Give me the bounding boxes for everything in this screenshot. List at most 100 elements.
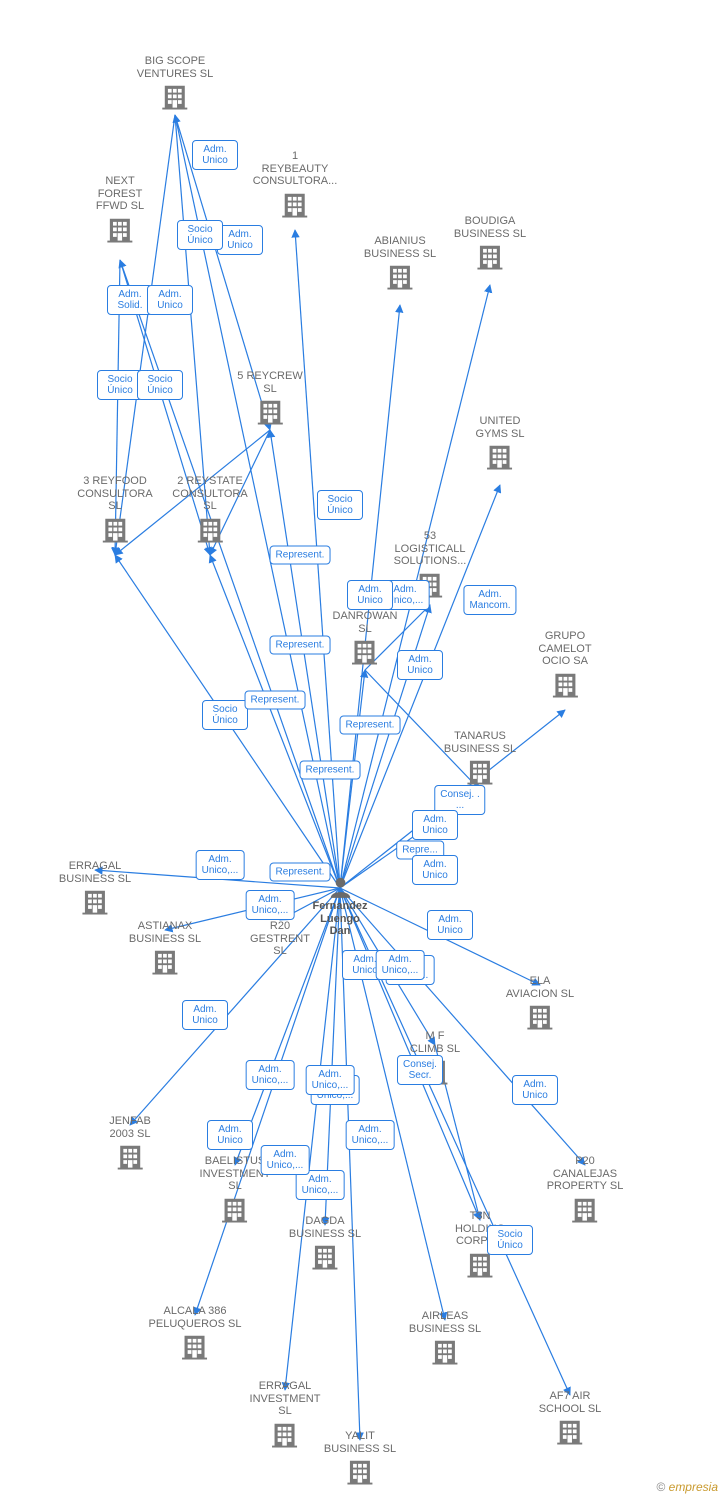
company-node[interactable]: ERRAGALINVESTMENTSL: [250, 1380, 321, 1450]
building-icon: [324, 1457, 396, 1487]
company-label: NEXTFORESTFFWD SL: [96, 175, 144, 213]
company-label: ERRAGALBUSINESS SL: [59, 860, 131, 885]
company-label: ERRAGALINVESTMENTSL: [250, 1380, 321, 1418]
company-label: DAGDABUSINESS SL: [289, 1215, 361, 1240]
company-node[interactable]: 3 REYFOODCONSULTORASL: [77, 475, 152, 545]
company-label: UNITEDGYMS SL: [476, 415, 525, 440]
edge-label: Socio Único: [137, 370, 183, 400]
company-label: 5 REYCREWSL: [237, 370, 302, 395]
company-label: 53LOGISTICALLSOLUTIONS...: [394, 530, 467, 568]
edge-label: Socio Único: [487, 1225, 533, 1255]
building-icon: [96, 215, 144, 245]
company-node[interactable]: GRUPOCAMELOTOCIO SA: [538, 630, 591, 700]
edge-label: Adm. Unico: [412, 855, 458, 885]
edge-label: Adm. Unico,...: [196, 850, 245, 880]
company-label: BOUDIGABUSINESS SL: [454, 215, 526, 240]
edge-label: Adm. Unico,...: [246, 890, 295, 920]
company-label: JENFAB2003 SL: [109, 1115, 151, 1140]
edge-label: Adm. Unico: [512, 1075, 558, 1105]
building-icon: [237, 397, 302, 427]
building-icon: [109, 1142, 151, 1172]
company-node[interactable]: ELAAVIACION SL: [506, 975, 574, 1032]
company-label: ELAAVIACION SL: [506, 975, 574, 1000]
company-node[interactable]: TANARUSBUSINESS SL: [444, 730, 516, 787]
company-node[interactable]: DAGDABUSINESS SL: [289, 1215, 361, 1272]
company-node[interactable]: AF7 AIRSCHOOL SL: [539, 1390, 602, 1447]
edge-label: Adm. Unico: [182, 1000, 228, 1030]
building-icon: [333, 637, 398, 667]
company-node[interactable]: ALCALA 386PELUQUEROS SL: [149, 1305, 242, 1362]
company-label: AIRLEASBUSINESS SL: [409, 1310, 481, 1335]
edge-label: Adm. Unico,...: [306, 1065, 355, 1095]
company-node[interactable]: 5 REYCREWSL: [237, 370, 302, 427]
edge-label: Adm. Unico: [147, 285, 193, 315]
edge-label: Adm. Unico: [217, 225, 263, 255]
edge-label: Represent.: [340, 716, 401, 735]
edge-label: Adm. Unico,...: [376, 950, 425, 980]
edge-label: Adm. Unico: [412, 810, 458, 840]
building-icon: [364, 262, 436, 292]
company-node[interactable]: BOUDIGABUSINESS SL: [454, 215, 526, 272]
company-label: 2 REYSTATECONSULTORASL: [172, 475, 247, 513]
company-label: ALCALA 386PELUQUEROS SL: [149, 1305, 242, 1330]
building-icon: [200, 1195, 271, 1225]
company-node[interactable]: UNITEDGYMS SL: [476, 415, 525, 472]
company-label: TANARUSBUSINESS SL: [444, 730, 516, 755]
edge-label: Represent.: [270, 636, 331, 655]
edge-label: Adm. Mancom.: [463, 585, 516, 615]
company-node[interactable]: P20CANALEJASPROPERTY SL: [547, 1155, 624, 1225]
company-node[interactable]: ASTIANAXBUSINESS SL: [129, 920, 201, 977]
company-node[interactable]: YALITBUSINESS SL: [324, 1430, 396, 1487]
company-node[interactable]: DANROWANSL: [333, 610, 398, 667]
edge-label: Socio Único: [317, 490, 363, 520]
edge-label: Adm. Unico: [207, 1120, 253, 1150]
edge-label: Represent.: [270, 863, 331, 882]
edge-label: Adm. Unico,...: [346, 1120, 395, 1150]
building-icon: [476, 442, 525, 472]
edge-label: Adm. Unico,...: [261, 1145, 310, 1175]
building-icon: [250, 1420, 321, 1450]
company-node[interactable]: ERRAGALBUSINESS SL: [59, 860, 131, 917]
central-label: FernandezLuengoDan: [312, 900, 367, 938]
company-node[interactable]: 1REYBEAUTYCONSULTORA...: [253, 150, 338, 220]
company-node[interactable]: JENFAB2003 SL: [109, 1115, 151, 1172]
building-icon: [137, 82, 213, 112]
edge-label: Consej. Secr.: [397, 1055, 443, 1085]
company-node[interactable]: R20GESTRENTSL: [250, 920, 310, 960]
edge-label: Socio Único: [177, 220, 223, 250]
company-node[interactable]: BIG SCOPEVENTURES SL: [137, 55, 213, 112]
company-node[interactable]: AIRLEASBUSINESS SL: [409, 1310, 481, 1367]
edge-line: [120, 260, 340, 888]
company-label: AF7 AIRSCHOOL SL: [539, 1390, 602, 1415]
edge-label: Adm. Unico: [192, 140, 238, 170]
building-icon: [129, 947, 201, 977]
edge-line: [285, 888, 340, 1390]
edge-label: Represent.: [300, 761, 361, 780]
company-label: P20CANALEJASPROPERTY SL: [547, 1155, 624, 1193]
company-label: DANROWANSL: [333, 610, 398, 635]
company-label: YALITBUSINESS SL: [324, 1430, 396, 1455]
building-icon: [538, 670, 591, 700]
company-label: 1REYBEAUTYCONSULTORA...: [253, 150, 338, 188]
company-node[interactable]: ABIANIUSBUSINESS SL: [364, 235, 436, 292]
building-icon: [547, 1195, 624, 1225]
building-icon: [454, 242, 526, 272]
company-label: GRUPOCAMELOTOCIO SA: [538, 630, 591, 668]
copyright-symbol: ©: [656, 1480, 665, 1494]
building-icon: [77, 515, 152, 545]
building-icon: [253, 190, 338, 220]
edge-label: Adm. Unico: [427, 910, 473, 940]
edge-label: Adm. Unico: [347, 580, 393, 610]
company-label: ASTIANAXBUSINESS SL: [129, 920, 201, 945]
building-icon: [59, 887, 131, 917]
company-node[interactable]: 2 REYSTATECONSULTORASL: [172, 475, 247, 545]
central-person[interactable]: FernandezLuengoDan: [312, 874, 367, 940]
company-node[interactable]: NEXTFORESTFFWD SL: [96, 175, 144, 245]
company-label: M FCLIMB SL: [410, 1030, 460, 1055]
building-icon: [539, 1417, 602, 1447]
edge-label: Represent.: [245, 691, 306, 710]
building-icon: [506, 1002, 574, 1032]
edge-label: Adm. Unico: [397, 650, 443, 680]
building-icon: [149, 1332, 242, 1362]
edge-label: Adm. Unico,...: [246, 1060, 295, 1090]
